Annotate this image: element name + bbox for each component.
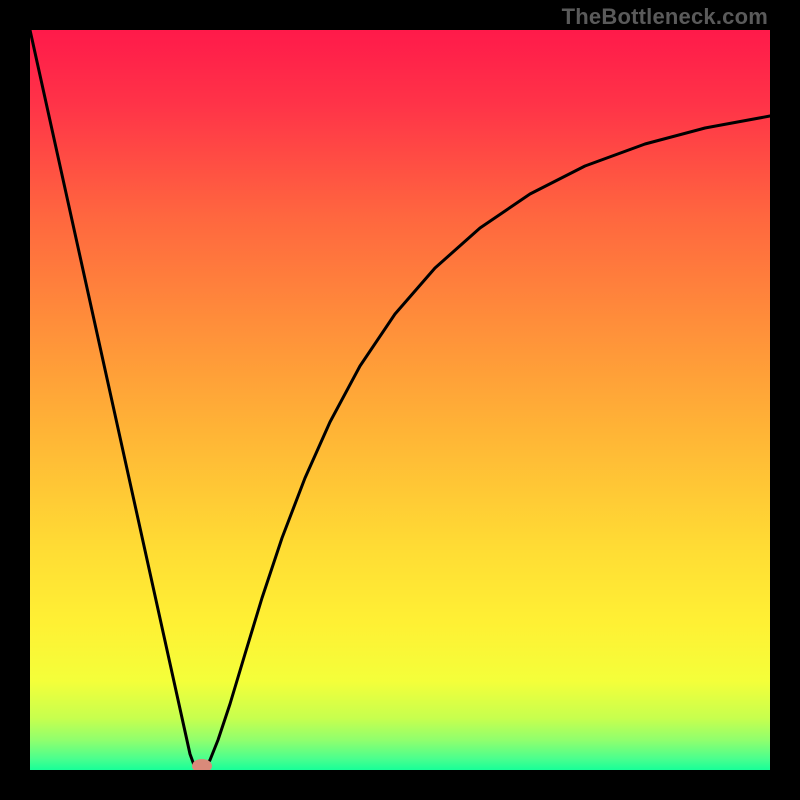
bottleneck-curve bbox=[30, 30, 770, 770]
watermark: TheBottleneck.com bbox=[562, 4, 768, 30]
chart-container: TheBottleneck.com bbox=[0, 0, 800, 800]
plot-area bbox=[30, 30, 770, 770]
